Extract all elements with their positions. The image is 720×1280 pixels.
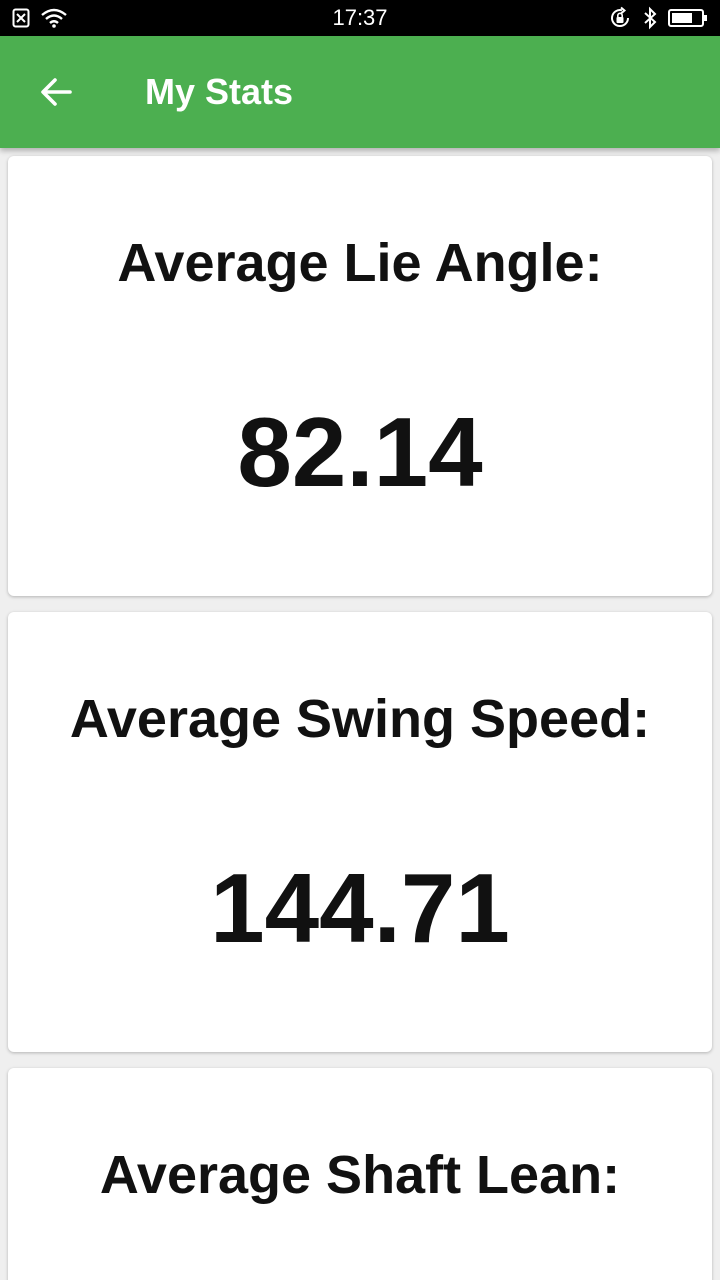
stat-label: Average Swing Speed:: [69, 689, 651, 749]
status-time: 17:37: [332, 5, 388, 30]
rotation-lock-icon: [608, 6, 632, 30]
stat-card-shaft-lean: Average Shaft Lean:: [8, 1068, 712, 1280]
stat-label: Average Shaft Lean:: [99, 1145, 621, 1205]
back-button[interactable]: [26, 64, 86, 120]
page-title: My Stats: [145, 71, 294, 112]
status-bar-right: [608, 0, 708, 36]
stat-label: Average Lie Angle:: [117, 233, 603, 293]
stats-list[interactable]: Average Lie Angle: 82.14 Average Swing S…: [0, 148, 720, 1280]
no-sim-icon: [12, 8, 30, 28]
stat-value: 144.71: [210, 853, 510, 963]
battery-icon: [668, 8, 708, 28]
status-bar-left: [12, 0, 68, 36]
wifi-icon: [40, 8, 68, 28]
status-bar: 17:37: [0, 0, 720, 36]
app-bar: My Stats: [0, 36, 720, 148]
stat-card-lie-angle: Average Lie Angle: 82.14: [8, 156, 712, 596]
stat-card-swing-speed: Average Swing Speed: 144.71: [8, 612, 712, 1052]
arrow-left-icon: [38, 74, 74, 110]
bluetooth-icon: [642, 6, 658, 30]
stat-value: 82.14: [237, 397, 483, 507]
